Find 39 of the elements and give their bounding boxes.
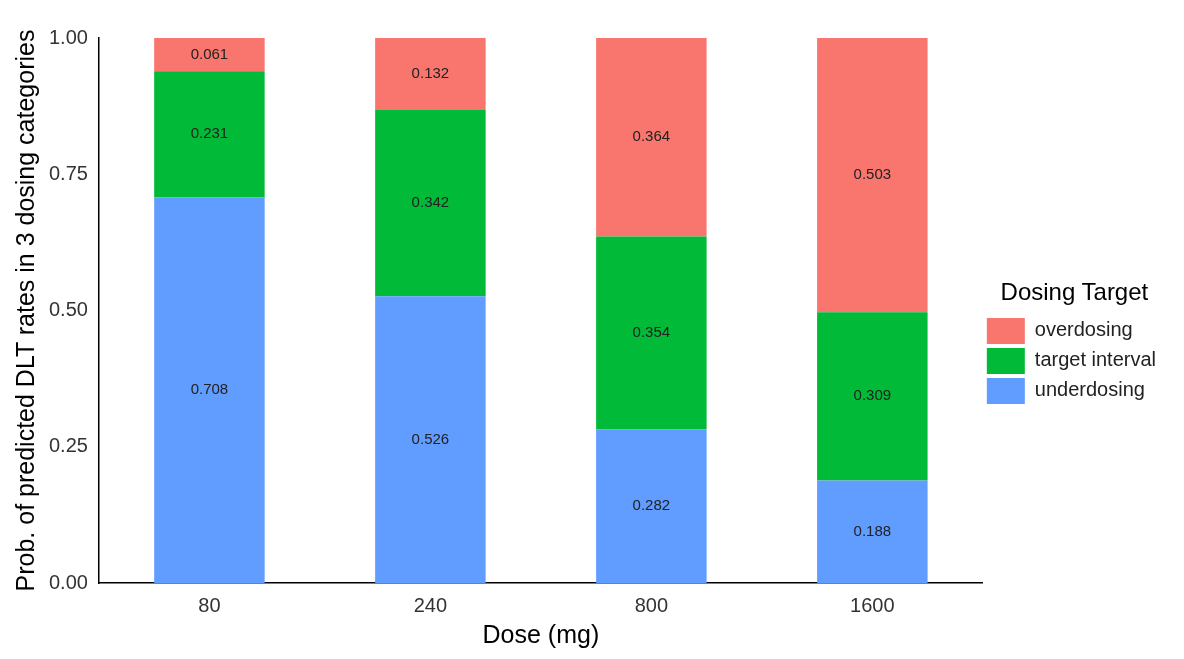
- x-tick-label: 240: [413, 593, 448, 616]
- legend-label: overdosing: [1034, 318, 1133, 341]
- y-tick-label: 0.50: [48, 298, 88, 321]
- bar: [817, 480, 928, 583]
- bar: [154, 38, 265, 72]
- data-label: 0.342: [411, 193, 450, 211]
- bar: [154, 197, 265, 583]
- legend-label: underdosing: [1034, 378, 1145, 401]
- bar: [596, 429, 707, 583]
- y-axis-title: Prob. of predicted DLT rates in 3 dosing categories: [10, 29, 39, 592]
- data-label: 0.061: [190, 44, 229, 62]
- x-axis-title: Dose (mg): [482, 619, 600, 648]
- y-tick-label: 0.75: [48, 161, 88, 184]
- x-tick-label: 1600: [850, 593, 895, 616]
- x-tick-label: 80: [198, 593, 221, 616]
- bar: [375, 109, 486, 297]
- bar: [596, 38, 707, 237]
- data-label: 0.282: [632, 496, 671, 514]
- x-tick-label: 800: [634, 593, 669, 616]
- bar: [817, 312, 928, 481]
- bar: [596, 236, 707, 430]
- bar: [375, 38, 486, 110]
- bar: [375, 296, 486, 583]
- y-tick-label: 0.00: [48, 570, 88, 593]
- data-label: 0.503: [853, 165, 892, 183]
- y-tick-label: 1.00: [48, 25, 88, 48]
- data-label: 0.132: [411, 64, 450, 82]
- data-label: 0.231: [190, 124, 229, 142]
- legend-label: target interval: [1034, 348, 1156, 371]
- data-label: 0.708: [190, 380, 229, 398]
- data-label: 0.364: [632, 127, 671, 145]
- data-label: 0.354: [632, 322, 671, 340]
- data-label: 0.526: [411, 429, 450, 447]
- bar: [817, 38, 928, 313]
- bar: [154, 71, 265, 198]
- y-tick-label: 0.25: [48, 434, 88, 457]
- legend-title: Dosing Target: [1000, 277, 1149, 305]
- data-label: 0.188: [853, 521, 892, 539]
- data-label: 0.309: [853, 386, 892, 404]
